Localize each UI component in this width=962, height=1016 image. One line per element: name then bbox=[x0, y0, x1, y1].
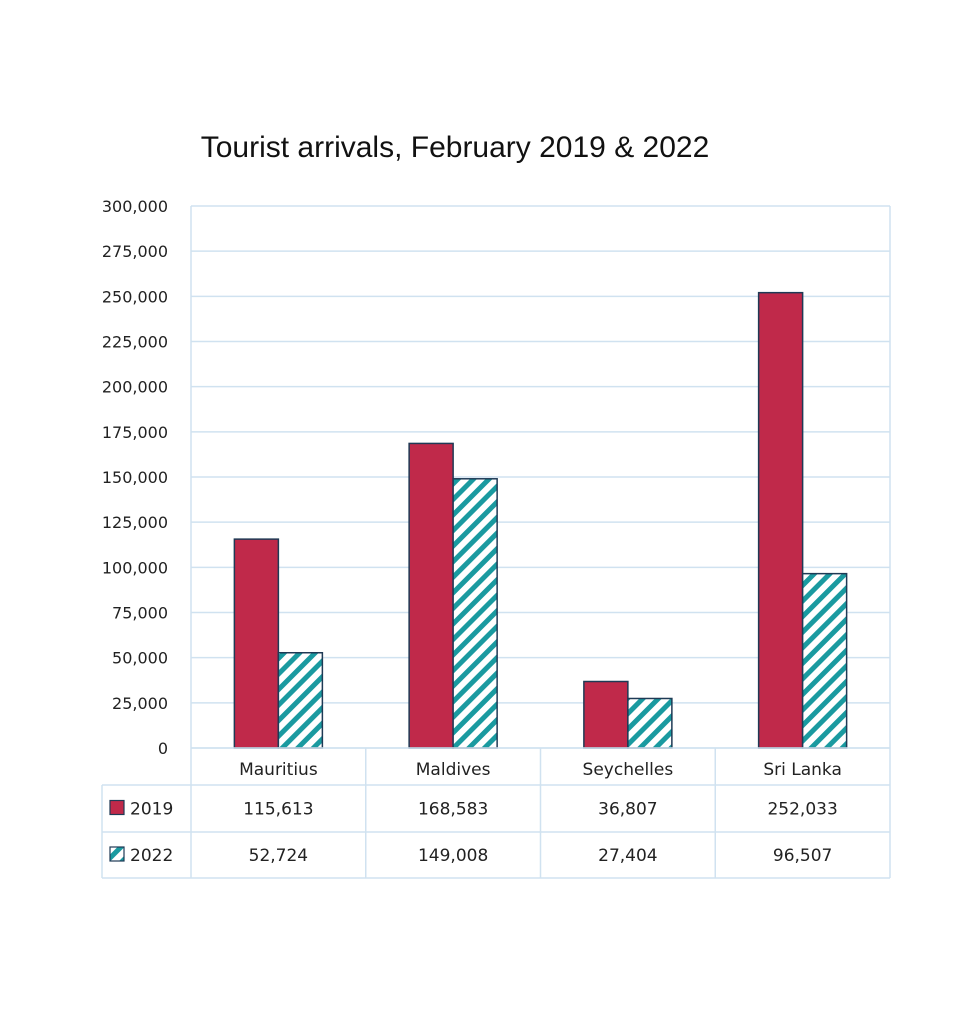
data-label: 36,807 bbox=[598, 800, 657, 820]
y-tick-label: 125,000 bbox=[102, 513, 168, 532]
data-label: 252,033 bbox=[767, 800, 837, 820]
y-tick-label: 100,000 bbox=[102, 558, 168, 577]
bar-2019 bbox=[408, 442, 454, 749]
y-tick-label: 250,000 bbox=[102, 287, 168, 306]
x-tick-label: Mauritius bbox=[239, 760, 318, 780]
y-tick-label: 75,000 bbox=[112, 604, 168, 623]
y-tick-label: 0 bbox=[158, 739, 168, 758]
y-tick-label: 175,000 bbox=[102, 423, 168, 442]
bar-2022 bbox=[627, 697, 673, 749]
y-tick-label: 150,000 bbox=[102, 468, 168, 487]
data-label: 27,404 bbox=[598, 846, 657, 866]
y-tick-label: 200,000 bbox=[102, 378, 168, 397]
data-label: 96,507 bbox=[773, 846, 832, 866]
x-tick-label: Sri Lanka bbox=[763, 760, 842, 780]
y-tick-label: 50,000 bbox=[112, 649, 168, 668]
legend-label: 2022 bbox=[130, 846, 173, 866]
gridlines bbox=[190, 205, 891, 749]
legend-swatch-2019 bbox=[109, 799, 125, 816]
chart-title: Tourist arrivals, February 2019 & 2022 bbox=[201, 131, 710, 164]
legend-label: 2019 bbox=[130, 800, 173, 820]
bar-2019 bbox=[233, 538, 280, 749]
data-label: 168,583 bbox=[418, 800, 488, 820]
x-tick-label: Maldives bbox=[416, 760, 491, 780]
data-label: 149,008 bbox=[418, 846, 488, 866]
legend-swatch-2022 bbox=[109, 846, 125, 862]
data-label: 52,724 bbox=[249, 846, 308, 866]
y-tick-label: 300,000 bbox=[102, 197, 168, 216]
y-axis-ticks: 0 25,000 50,000 75,000 100,000 125,000 150,000… bbox=[102, 197, 168, 758]
bars bbox=[233, 291, 848, 749]
y-tick-label: 225,000 bbox=[102, 333, 168, 352]
y-tick-label: 275,000 bbox=[102, 242, 168, 261]
bar-2019 bbox=[583, 680, 629, 749]
x-tick-label: Seychelles bbox=[583, 760, 674, 780]
bar-2022 bbox=[801, 572, 848, 749]
data-label: 115,613 bbox=[243, 800, 313, 820]
bar-2022 bbox=[277, 651, 324, 749]
data-table: Mauritius Maldives Seychelles Sri Lanka 2019… bbox=[101, 747, 891, 879]
bar-2022 bbox=[452, 478, 498, 749]
bar-2019 bbox=[757, 291, 804, 749]
y-tick-label: 25,000 bbox=[112, 694, 168, 713]
